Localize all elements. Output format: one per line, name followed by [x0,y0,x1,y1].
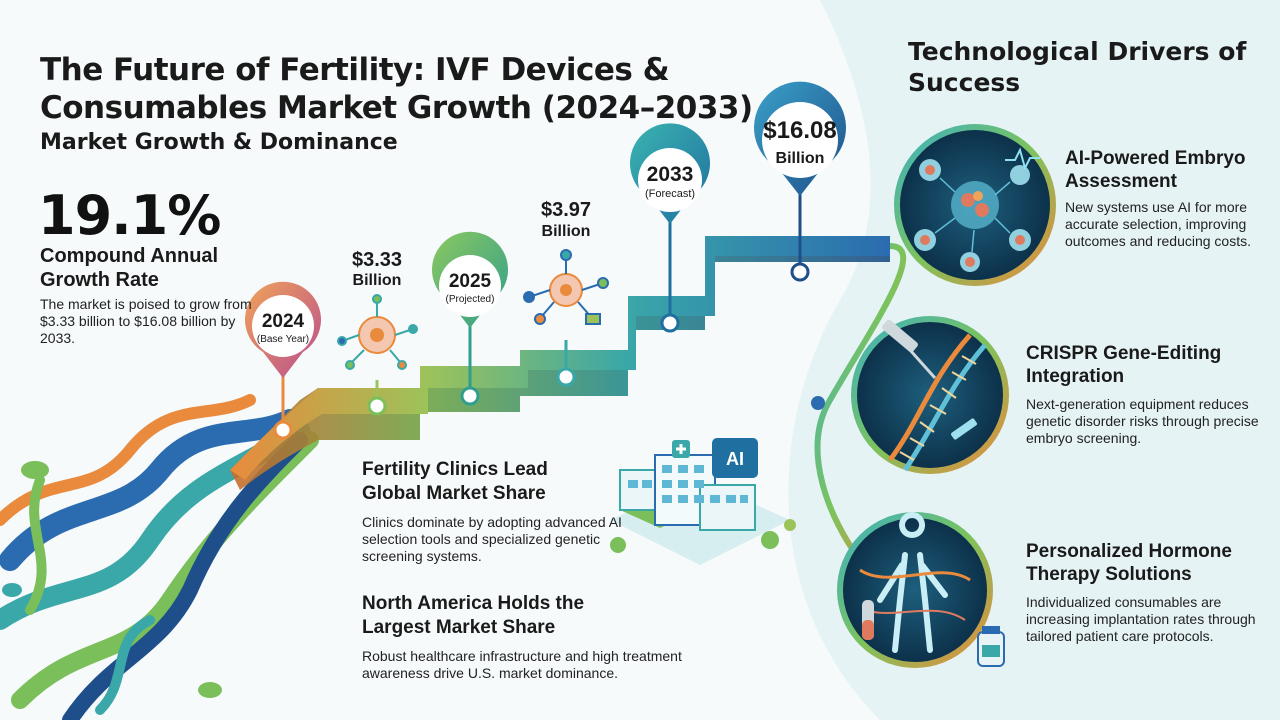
pin-2025-year: 2025 [449,271,492,292]
pin-2033-year: 2033 [647,163,694,186]
pin-final-value: $16.08 [763,117,836,144]
driver-crispr-description: Next-generation equipment reduces geneti… [1026,396,1259,446]
driver-ai: AI-Powered Embryo Assessment New systems… [1065,147,1265,250]
pin-2033 [630,123,710,224]
pin-2025 [432,231,508,328]
north-america-heading: North America Holds the Largest Market S… [362,593,585,638]
cagr-label: Compound Annual Growth Rate [40,245,219,291]
clinics-heading: Fertility Clinics Lead Global Market Sha… [362,459,548,504]
market-growth-description: The market is poised to grow from $3.33 … [40,296,252,346]
pin-2024-sub: (Base Year) [257,334,309,345]
cagr-value: 19.1% [38,184,221,247]
molecule-icon-right [523,249,609,325]
driver-hormone-title: Personalized Hormone Therapy Solutions [1026,541,1232,585]
driver-ai-title: AI-Powered Embryo Assessment [1065,148,1246,192]
pin-final-unit: Billion [776,150,825,167]
value-3-97: $3.97 [541,199,591,221]
value-3-33-unit: Billion [353,272,402,289]
decorative-vines [0,394,319,720]
driver-hormone: Personalized Hormone Therapy Solutions I… [1026,540,1256,645]
growth-ribbon [230,236,906,562]
timeline-dots [273,262,810,440]
pin-2024 [244,281,322,378]
molecule-icon-left [337,294,418,370]
value-3-33: $3.33 [352,249,402,271]
market-growth-heading: Market Growth & Dominance [40,130,398,155]
driver-circle-crispr [851,316,1009,474]
driver-hormone-description: Individualized consumables are increasin… [1026,594,1256,644]
clinic-building-icon: AI [610,438,796,565]
page-title: The Future of Fertility: IVF Devices & C… [40,51,753,126]
north-america-description: Robust healthcare infrastructure and hig… [362,648,682,681]
driver-circle-ai [894,124,1056,286]
drivers-heading: Technological Drivers of Success [908,37,1247,97]
driver-ai-description: New systems use AI for more accurate sel… [1065,199,1251,249]
clinics-description: Clinics dominate by adopting advanced AI… [362,514,622,564]
value-3-97-unit: Billion [542,223,591,240]
driver-crispr: CRISPR Gene-Editing Integration Next-gen… [1026,342,1266,447]
driver-circle-hormone [837,512,1005,668]
pin-2025-sub: (Projected) [446,294,495,305]
pin-2024-year: 2024 [262,311,305,332]
pin-16-08 [754,81,846,196]
pin-2033-sub: (Forecast) [645,188,695,200]
ai-sign-label: AI [726,449,744,469]
driver-crispr-title: CRISPR Gene-Editing Integration [1026,343,1222,387]
